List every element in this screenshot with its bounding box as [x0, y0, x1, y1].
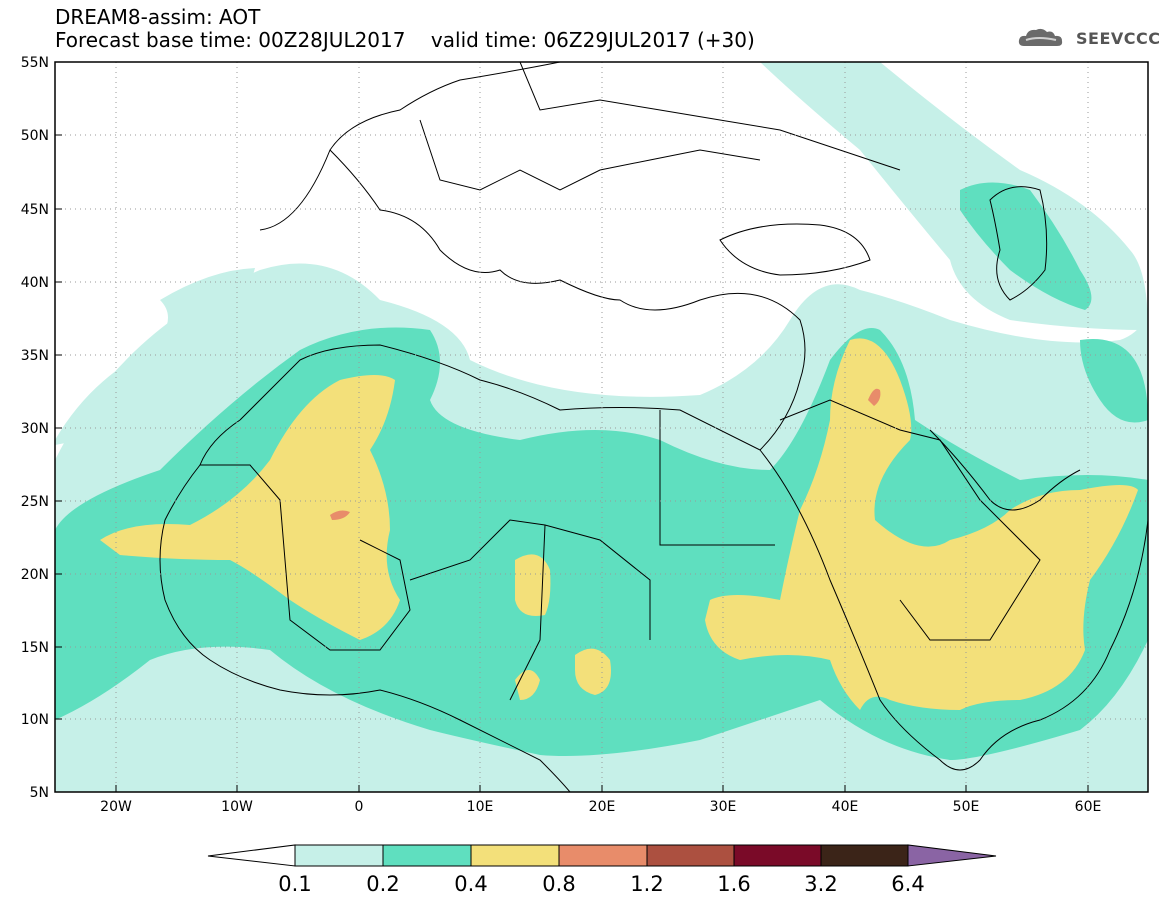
- lat-label: 45N: [21, 202, 49, 218]
- cloud-icon: [1018, 28, 1063, 46]
- colorbar-swatch: [558, 844, 648, 867]
- aot-band-yellow-chad: [575, 648, 611, 695]
- lon-label: 60E: [1075, 799, 1102, 815]
- seevccc-logo: SEEVCCC: [1018, 26, 1161, 50]
- colorbar-swatch: [294, 844, 384, 867]
- lat-label: 10N: [21, 712, 49, 728]
- colorbar-label: 3.2: [804, 872, 837, 896]
- colorbar-label: 1.6: [717, 872, 750, 896]
- aot-field: [55, 62, 1148, 792]
- lon-label: 10W: [221, 799, 253, 815]
- lat-label: 30N: [21, 421, 49, 437]
- aot-band-yellow-arabia: [705, 338, 1138, 710]
- colorbar-label: 1.2: [630, 872, 663, 896]
- border-europe-1: [419, 119, 761, 191]
- border-africa-3: [659, 410, 775, 546]
- colorbar-label: 0.8: [542, 872, 575, 896]
- border-arabia: [779, 399, 1041, 641]
- lat-label: 5N: [30, 785, 49, 801]
- lat-label: 50N: [21, 128, 49, 144]
- map-title-block: DREAM8-assim: AOT Forecast base time: 00…: [55, 6, 755, 52]
- aot-band-salmon-iraq: [868, 388, 881, 406]
- border-africa-1: [200, 464, 411, 651]
- border-europe-2: [519, 62, 901, 171]
- colorbar-label: 0.1: [278, 872, 311, 896]
- aot-band-green-arabia-east: [1080, 339, 1148, 423]
- colorbar-label: 0.4: [454, 872, 487, 896]
- aot-band-light-atlantic: [55, 268, 255, 445]
- coastline-africa-west: [159, 419, 571, 792]
- product-title: DREAM8-assim: AOT: [55, 5, 261, 29]
- lon-label: 10E: [467, 799, 494, 815]
- lat-label: 55N: [21, 55, 49, 71]
- lat-label: 15N: [21, 640, 49, 656]
- tick-marks: [55, 61, 1089, 793]
- valid-time-label: valid time: 06Z29JUL2017 (+30): [430, 28, 755, 52]
- coastline-europe: [239, 62, 806, 451]
- colorbar-swatch: [470, 844, 560, 867]
- colorbar-low-arrow: [207, 844, 296, 867]
- aot-band-yellow-mali: [515, 554, 551, 616]
- time-line: Forecast base time: 00Z28JUL2017 valid t…: [55, 29, 755, 52]
- lat-labels: 55N 50N 45N 40N 35N 30N 25N 20N 15N 10N …: [21, 55, 49, 801]
- lon-labels: 20W 10W 0 10E 20E 30E 40E 50E 60E: [100, 799, 1101, 815]
- colorbar-high-arrow: [907, 844, 997, 867]
- borders-coastlines: [159, 62, 1148, 792]
- lon-label: 20W: [100, 799, 132, 815]
- coastline-caspian: [989, 186, 1048, 301]
- lon-label: 50E: [953, 799, 980, 815]
- aot-band-green-sahara: [55, 327, 1148, 760]
- lon-label: 20E: [589, 799, 616, 815]
- lon-label: 0: [355, 799, 364, 815]
- aot-band-light-north: [760, 62, 1148, 330]
- coastline-redsea: [759, 449, 1148, 771]
- lat-label: 20N: [21, 567, 49, 583]
- lat-label: 35N: [21, 348, 49, 364]
- gridlines: [55, 62, 1148, 792]
- logo-text: SEEVCCC: [1076, 28, 1161, 48]
- aot-band-yellow-westafrica: [100, 375, 400, 640]
- colorbar-labels: 0.1 0.2 0.4 0.8 1.2 1.6 3.2 6.4: [278, 872, 924, 896]
- border-africa-4: [509, 524, 546, 701]
- aot-band-yellow-nigeria: [515, 670, 540, 700]
- colorbar-swatch: [733, 844, 822, 867]
- lon-label: 30E: [710, 799, 737, 815]
- colorbar-swatch: [646, 844, 735, 867]
- aot-band-salmon-algeria: [330, 510, 350, 520]
- base-time-label: Forecast base time: 00Z28JUL2017: [55, 28, 406, 52]
- lat-label: 25N: [21, 494, 49, 510]
- border-africa-2: [409, 519, 651, 640]
- map-frame: [54, 61, 1149, 793]
- colorbar-swatch: [820, 844, 909, 867]
- aot-band-light-west: [55, 263, 1148, 792]
- colorbar: [207, 844, 997, 867]
- colorbar-label: 0.2: [366, 872, 399, 896]
- lon-label: 40E: [832, 799, 859, 815]
- colorbar-swatch: [382, 844, 472, 867]
- colorbar-label: 6.4: [891, 872, 924, 896]
- lat-label: 40N: [21, 275, 49, 291]
- aot-band-green-caspian: [960, 182, 1092, 310]
- coastline-gulf: [929, 429, 1081, 511]
- coastline-blacksea: [719, 223, 871, 276]
